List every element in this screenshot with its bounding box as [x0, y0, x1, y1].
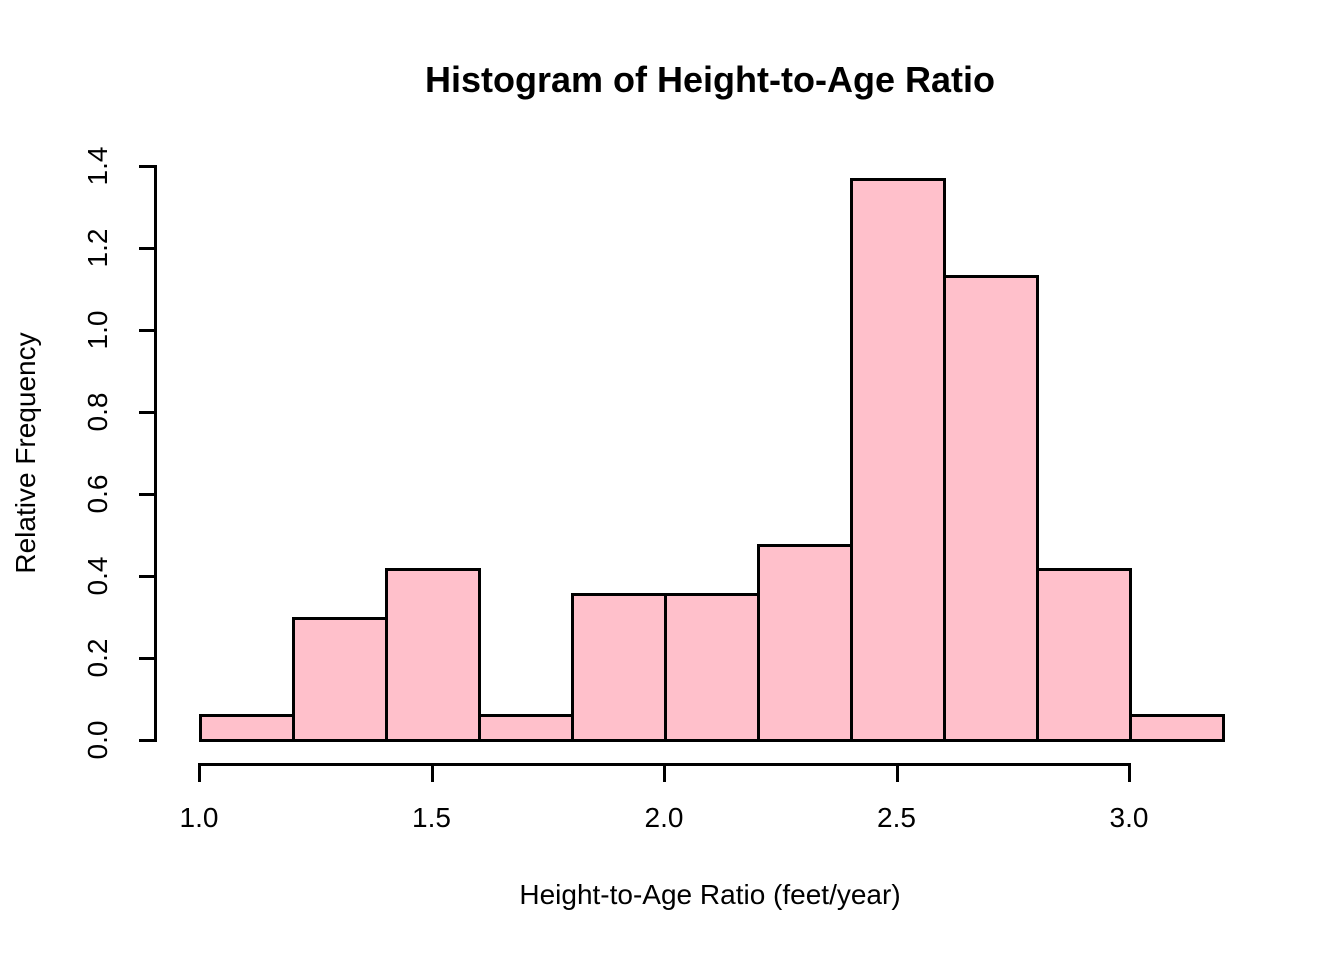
- x-tick: [663, 763, 666, 782]
- chart-title: Histogram of Height-to-Age Ratio: [425, 59, 995, 100]
- x-tick-label: 3.0: [1109, 802, 1149, 833]
- histogram-bar: [292, 616, 388, 742]
- x-tick-label: 2.5: [877, 802, 916, 833]
- y-tick-label: 1.2: [82, 228, 113, 268]
- histogram-bar: [385, 568, 481, 742]
- x-tick: [1128, 763, 1131, 782]
- histogram-bar: [571, 592, 667, 742]
- x-tick-label: 1.5: [412, 802, 451, 833]
- y-tick-label: 0.0: [82, 720, 113, 760]
- y-axis-line: [154, 165, 157, 742]
- y-tick: [139, 739, 157, 742]
- x-tick: [895, 763, 899, 782]
- histogram-bar: [478, 714, 574, 742]
- histogram-bar: [199, 714, 295, 742]
- histogram-bar: [757, 543, 853, 742]
- y-tick: [139, 247, 157, 250]
- x-tick-label: 1.0: [179, 802, 219, 833]
- x-tick: [430, 763, 434, 782]
- x-tick: [198, 763, 201, 782]
- y-tick-label: 0.8: [82, 392, 113, 432]
- y-tick: [139, 329, 157, 332]
- y-tick-label: 0.2: [82, 638, 113, 678]
- y-tick: [139, 657, 157, 660]
- y-tick: [139, 165, 157, 168]
- y-tick-label: 0.4: [82, 556, 113, 596]
- histogram-bar: [1129, 714, 1225, 742]
- histogram-bar: [664, 592, 760, 742]
- y-tick: [139, 411, 157, 414]
- y-axis-title: Relative Frequency: [10, 332, 41, 574]
- y-tick: [139, 493, 157, 496]
- histogram-bar: [1036, 568, 1132, 742]
- x-tick-label: 2.0: [644, 802, 684, 833]
- y-tick-label: 1.0: [82, 310, 113, 350]
- y-tick: [139, 575, 157, 578]
- y-tick-label: 1.4: [82, 146, 113, 186]
- y-tick-label: 0.6: [82, 474, 113, 514]
- histogram-bar: [943, 275, 1039, 742]
- x-axis-title: Height-to-Age Ratio (feet/year): [519, 879, 901, 910]
- histogram-bar: [850, 177, 946, 742]
